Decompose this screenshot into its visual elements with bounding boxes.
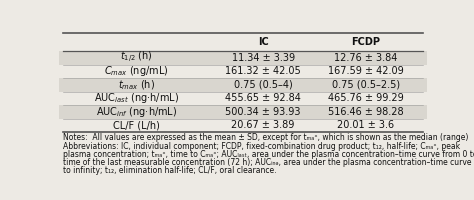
Text: Abbreviations: IC, individual component; FCDP, fixed-combination drug product; t: Abbreviations: IC, individual component;… [63,142,460,151]
FancyBboxPatch shape [59,119,427,132]
Text: 500.34 ± 93.93: 500.34 ± 93.93 [225,107,301,117]
Text: plasma concentration; tₘₐˣ, time to Cₘₐˣ; AUCₗₐₛₜ, area under the plasma concent: plasma concentration; tₘₐˣ, time to Cₘₐˣ… [63,150,474,159]
Text: 0.75 (0.5–2.5): 0.75 (0.5–2.5) [332,80,400,90]
Text: time of the last measurable concentration (72 h); AUCᵢₙₔ, area under the plasma : time of the last measurable concentratio… [63,158,474,167]
Text: 0.75 (0.5–4): 0.75 (0.5–4) [234,80,292,90]
Text: 167.59 ± 42.09: 167.59 ± 42.09 [328,66,404,76]
Text: $C_{max}$ (ng/mL): $C_{max}$ (ng/mL) [104,64,169,78]
FancyBboxPatch shape [59,92,427,105]
Text: FCDP: FCDP [352,37,381,47]
Text: IC: IC [258,37,268,47]
Text: to infinity; t₁₂, elimination half-life; CL/F, oral clearance.: to infinity; t₁₂, elimination half-life;… [63,166,276,175]
Text: 161.32 ± 42.05: 161.32 ± 42.05 [225,66,301,76]
FancyBboxPatch shape [59,105,427,119]
Text: 11.34 ± 3.39: 11.34 ± 3.39 [232,53,295,63]
Text: 516.46 ± 98.28: 516.46 ± 98.28 [328,107,404,117]
Text: Notes:  All values are expressed as the mean ± SD, except for tₘₐˣ, which is sho: Notes: All values are expressed as the m… [63,133,468,142]
Text: $t_{max}$ (h): $t_{max}$ (h) [118,78,155,92]
Text: AUC$_{last}$ (ng·h/mL): AUC$_{last}$ (ng·h/mL) [94,91,179,105]
Text: CL/F (L/h): CL/F (L/h) [113,120,160,130]
FancyBboxPatch shape [59,65,427,78]
Text: AUC$_{inf}$ (ng·h/mL): AUC$_{inf}$ (ng·h/mL) [96,105,177,119]
FancyBboxPatch shape [59,51,427,65]
Text: 455.65 ± 92.84: 455.65 ± 92.84 [225,93,301,103]
Text: 20.67 ± 3.89: 20.67 ± 3.89 [231,120,295,130]
FancyBboxPatch shape [59,78,427,92]
Text: 20.01 ± 3.6: 20.01 ± 3.6 [337,120,394,130]
Text: 465.76 ± 99.29: 465.76 ± 99.29 [328,93,404,103]
Text: $t_{1/2}$ (h): $t_{1/2}$ (h) [120,50,153,65]
Text: 12.76 ± 3.84: 12.76 ± 3.84 [334,53,398,63]
